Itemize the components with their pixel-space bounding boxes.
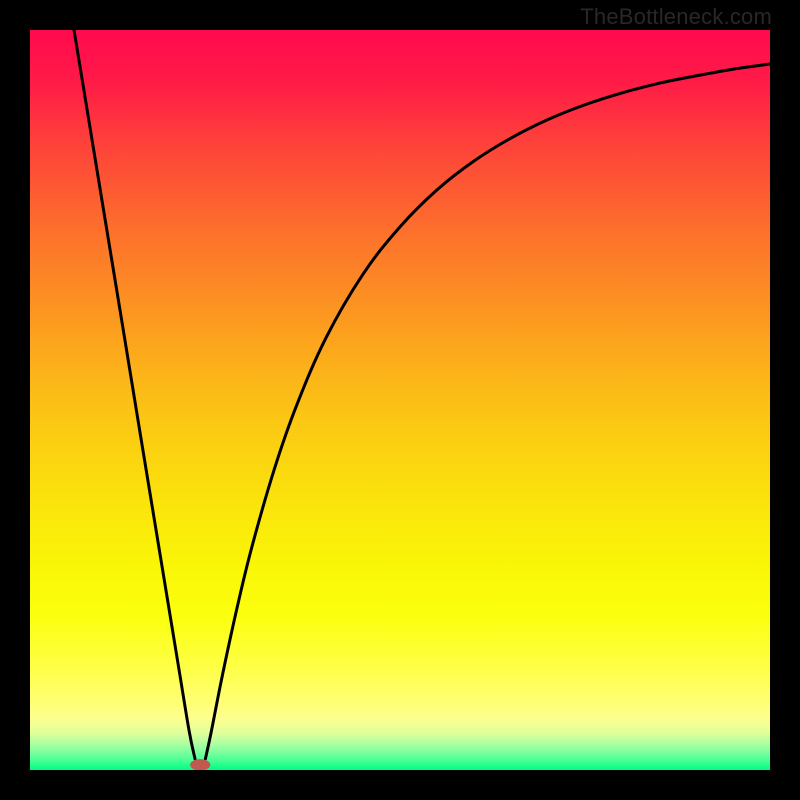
minimum-marker [191,760,210,770]
plot-svg [30,30,770,770]
chart-frame: TheBottleneck.com [0,0,800,800]
watermark-text: TheBottleneck.com [580,4,772,30]
gradient-background [30,30,770,770]
plot-area [30,30,770,770]
